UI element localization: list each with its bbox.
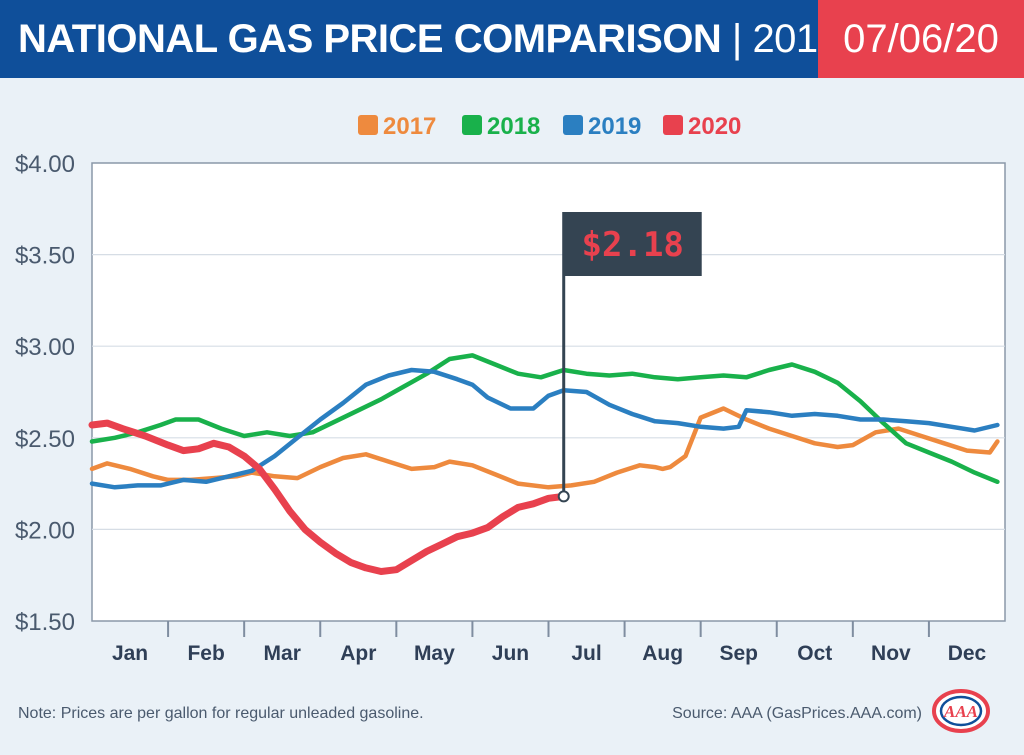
y-tick-label: $3.50 <box>15 243 75 270</box>
month-label: Jan <box>112 642 148 665</box>
title-separator: | <box>721 17 753 61</box>
plot-area <box>91 162 1006 622</box>
y-axis: $1.50 $2.00 $2.50 $3.00 $3.50 $4.00 <box>15 151 75 636</box>
month-label: Mar <box>264 642 301 665</box>
legend-label: 2017 <box>383 113 436 140</box>
y-tick-label: $4.00 <box>15 151 75 178</box>
series-line-2018 <box>89 353 1000 485</box>
gas-price-chart: 2017 2018 2019 2020 $1.50 $2.00 $2.50 $3.00 $3.… <box>15 113 1006 665</box>
month-label: Dec <box>948 642 987 665</box>
flag-point <box>557 490 570 503</box>
chart-legend: 2017 2018 2019 2020 <box>358 113 741 140</box>
footer-note: Note: Prices are per gallon for regular … <box>18 705 424 722</box>
footer-source: Source: AAA (GasPrices.AAA.com) <box>672 705 922 722</box>
price-flag: $2.18 <box>557 212 702 503</box>
legend-label: 2020 <box>688 113 741 140</box>
flag-banner <box>563 212 702 276</box>
x-axis: Jan Feb Mar Apr May Jun Jul Aug Sep Oct Nov Dec <box>112 621 987 665</box>
title-main: NATIONAL GAS PRICE COMPARISON <box>18 17 722 61</box>
month-label: Nov <box>871 642 911 665</box>
month-label: Feb <box>187 642 224 665</box>
month-label: Jun <box>492 642 529 665</box>
legend-swatch <box>462 115 482 135</box>
legend-swatch <box>663 115 683 135</box>
month-label: Jul <box>571 642 601 665</box>
page-title: NATIONAL GAS PRICE COMPARISON | 2017-202… <box>0 0 940 78</box>
flag-price-label: $2.18 <box>582 225 684 265</box>
date-badge: 07/06/20 <box>818 0 1024 78</box>
y-tick-label: $1.50 <box>15 609 75 636</box>
y-tick-label: $2.00 <box>15 517 75 544</box>
legend-label: 2018 <box>487 113 540 140</box>
header: NATIONAL GAS PRICE COMPARISON | 2017-202… <box>0 0 1024 78</box>
series-lines <box>88 353 1000 575</box>
series-line-2020 <box>88 419 568 575</box>
month-label: Oct <box>797 642 832 665</box>
y-tick-label: $3.00 <box>15 334 75 361</box>
y-tick-label: $2.50 <box>15 426 75 453</box>
legend-swatch <box>563 115 583 135</box>
month-label: Aug <box>642 642 683 665</box>
legend-swatch <box>358 115 378 135</box>
month-label: May <box>414 642 455 665</box>
aaa-logo: AAA <box>932 689 990 733</box>
month-label: Apr <box>340 642 376 665</box>
legend-label: 2019 <box>588 113 641 140</box>
aaa-logo-text: AAA <box>943 702 978 721</box>
series-line-2019 <box>89 367 1000 490</box>
month-label: Sep <box>719 642 758 665</box>
